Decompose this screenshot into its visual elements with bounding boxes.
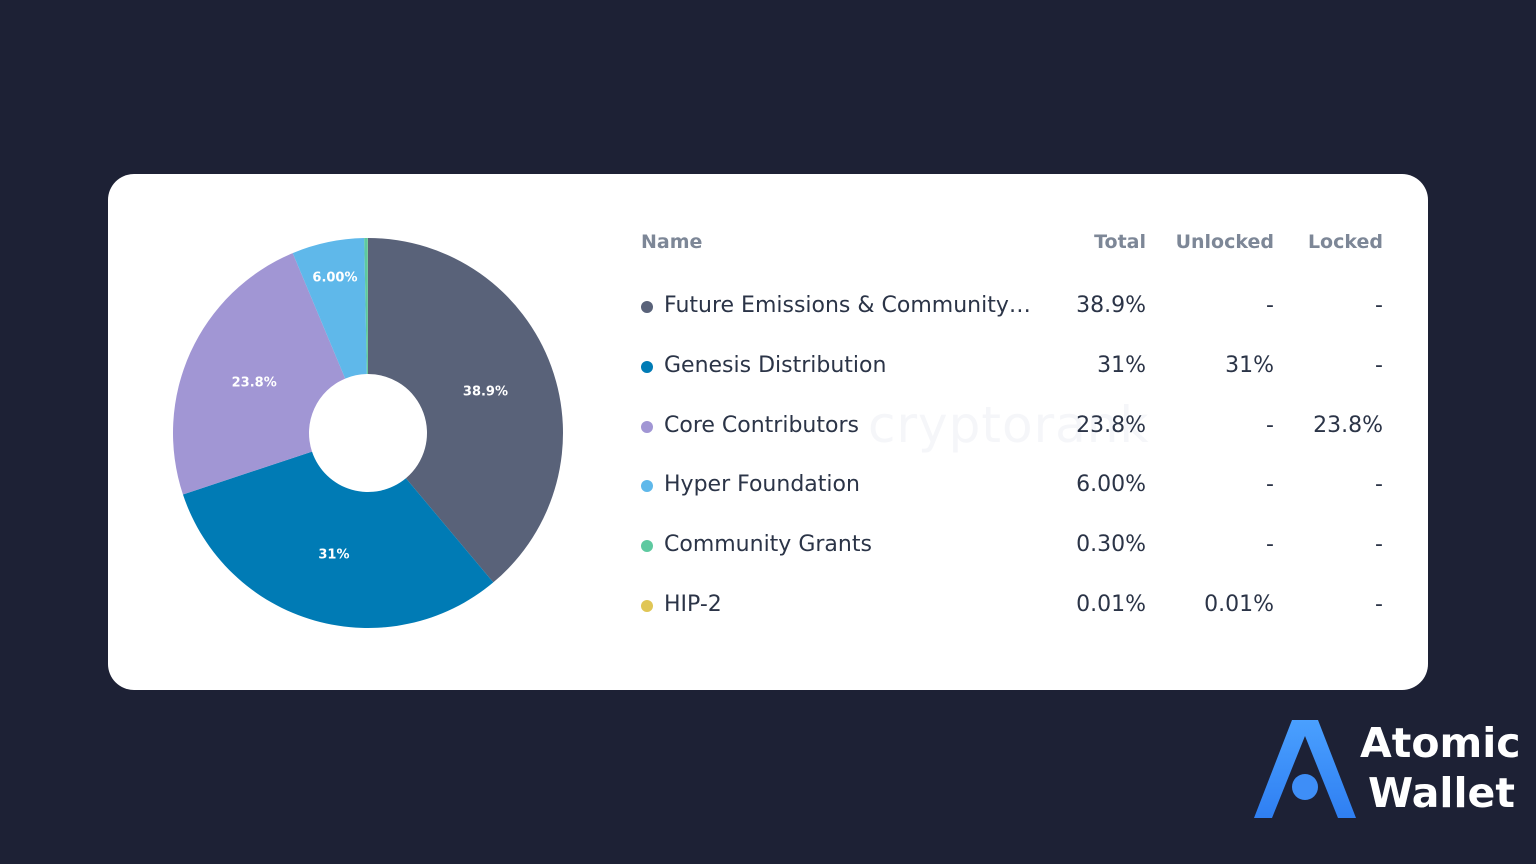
row-unlocked: - <box>1266 412 1274 438</box>
pie-slice <box>182 451 494 628</box>
row-unlocked: - <box>1266 293 1274 318</box>
slice-data-label: 6.00% <box>312 270 357 285</box>
pie-slice <box>364 238 368 375</box>
pie-slice <box>368 238 563 583</box>
row-locked: 23.8% <box>1313 412 1383 438</box>
legend-dot-icon <box>641 301 653 313</box>
row-name: Core Contributors <box>664 412 859 438</box>
legend-dot-icon <box>641 480 653 493</box>
allocation-donut-chart: 38.9% 31% 23.8% 6.00% <box>173 238 563 628</box>
row-unlocked: - <box>1266 532 1274 558</box>
header-total: Total <box>1094 231 1146 253</box>
legend-dot-icon <box>641 540 653 553</box>
table-row: HIP-2 0.01% 0.01% - <box>0 586 1536 626</box>
table-row: Hyper Foundation 6.00% - - <box>0 466 1536 506</box>
slice-data-label: 31% <box>318 547 349 562</box>
table-row: Community Grants 0.30% - - <box>0 526 1536 566</box>
pie-slice <box>173 253 346 495</box>
table-row: Future Emissions & Community ... 38.9% - - <box>0 287 1536 327</box>
brand-name-line2: Wallet <box>1368 769 1515 817</box>
slice-data-label: 38.9% <box>463 384 508 399</box>
table-row: Core Contributors 23.8% - 23.8% <box>0 407 1536 447</box>
header-locked: Locked <box>1307 231 1383 253</box>
row-total: 6.00% <box>1076 472 1146 498</box>
header-name: Name <box>641 231 703 253</box>
row-unlocked: 31% <box>1225 352 1274 378</box>
row-locked: - <box>1375 352 1383 378</box>
row-locked: - <box>1375 293 1383 318</box>
row-total: 31% <box>1097 352 1146 378</box>
brand-name-line1: Atomic <box>1360 719 1521 767</box>
row-locked: - <box>1375 532 1383 558</box>
row-unlocked: - <box>1266 472 1274 498</box>
row-unlocked: 0.01% <box>1204 592 1274 617</box>
pie-slice <box>292 238 367 379</box>
legend-dot-icon <box>641 420 653 433</box>
row-locked: - <box>1375 592 1383 617</box>
row-total: 38.9% <box>1076 293 1146 318</box>
slice-data-label: 23.8% <box>232 375 277 390</box>
row-locked: - <box>1375 472 1383 498</box>
row-name: Future Emissions & Community ... <box>664 293 1036 318</box>
row-total: 23.8% <box>1076 412 1146 438</box>
legend-dot-icon <box>641 360 653 373</box>
row-name: HIP-2 <box>664 592 722 617</box>
row-total: 0.30% <box>1076 532 1146 558</box>
header-unlocked: Unlocked <box>1175 231 1274 253</box>
table-row: Genesis Distribution 31% 31% - <box>0 347 1536 387</box>
row-total: 0.01% <box>1076 592 1146 617</box>
legend-dot-icon <box>641 600 653 612</box>
atomic-wallet-logo-icon <box>1254 720 1356 818</box>
watermark: cryptorank <box>868 396 1150 454</box>
row-name: Genesis Distribution <box>664 352 887 378</box>
row-name: Hyper Foundation <box>664 472 860 498</box>
row-name: Community Grants <box>664 532 872 558</box>
